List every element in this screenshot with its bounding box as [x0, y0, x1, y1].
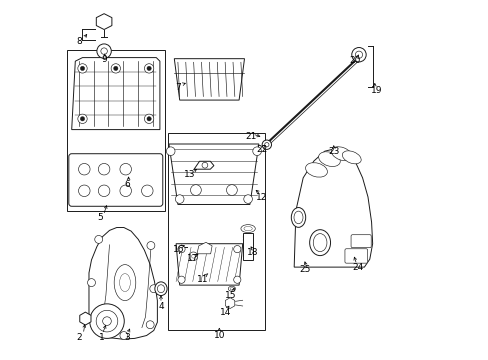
Circle shape	[141, 185, 153, 197]
Circle shape	[98, 163, 110, 175]
Circle shape	[95, 235, 102, 243]
Circle shape	[149, 285, 158, 293]
Polygon shape	[294, 148, 372, 267]
Ellipse shape	[291, 207, 305, 228]
FancyBboxPatch shape	[350, 235, 370, 248]
Text: 20: 20	[349, 56, 360, 65]
Circle shape	[79, 163, 90, 175]
Text: 2: 2	[77, 333, 82, 342]
Circle shape	[175, 195, 183, 203]
Polygon shape	[197, 242, 212, 254]
Circle shape	[98, 185, 110, 197]
Circle shape	[113, 66, 118, 71]
Text: 11: 11	[197, 274, 208, 284]
Circle shape	[146, 242, 155, 249]
Ellipse shape	[228, 286, 235, 291]
Text: 8: 8	[77, 37, 82, 46]
Text: 4: 4	[158, 302, 163, 311]
Circle shape	[111, 64, 120, 73]
Text: 17: 17	[186, 254, 198, 263]
Circle shape	[233, 276, 241, 283]
Circle shape	[93, 321, 101, 329]
Circle shape	[190, 185, 201, 195]
Circle shape	[120, 185, 131, 197]
Polygon shape	[225, 298, 234, 309]
Text: 5: 5	[97, 213, 102, 222]
Circle shape	[120, 332, 127, 339]
Text: 24: 24	[351, 263, 363, 271]
Text: 19: 19	[370, 86, 382, 95]
Text: 23: 23	[327, 148, 339, 156]
Circle shape	[233, 246, 241, 253]
Circle shape	[226, 185, 237, 195]
Ellipse shape	[331, 147, 351, 161]
Text: 6: 6	[124, 180, 130, 189]
Circle shape	[144, 114, 153, 123]
Text: 21: 21	[245, 132, 256, 140]
Polygon shape	[72, 58, 160, 130]
Polygon shape	[174, 59, 244, 100]
Circle shape	[189, 252, 197, 261]
Circle shape	[178, 276, 185, 283]
Circle shape	[101, 48, 107, 54]
Circle shape	[178, 246, 185, 253]
Circle shape	[87, 279, 95, 287]
Text: 3: 3	[124, 333, 130, 342]
Circle shape	[89, 304, 124, 338]
Bar	[243, 233, 253, 260]
Circle shape	[146, 321, 154, 329]
Circle shape	[102, 317, 111, 325]
Text: 25: 25	[299, 265, 310, 274]
Polygon shape	[194, 161, 213, 169]
Ellipse shape	[241, 225, 255, 233]
Text: 7: 7	[175, 83, 181, 91]
Polygon shape	[80, 312, 91, 325]
Circle shape	[146, 117, 151, 121]
Circle shape	[96, 310, 118, 332]
Ellipse shape	[155, 282, 167, 296]
Circle shape	[79, 185, 90, 197]
Text: 14: 14	[220, 308, 231, 317]
Circle shape	[78, 114, 87, 123]
Text: 13: 13	[183, 170, 195, 179]
Circle shape	[252, 147, 261, 156]
FancyBboxPatch shape	[69, 154, 163, 206]
Ellipse shape	[342, 151, 361, 164]
Text: 22: 22	[256, 145, 267, 154]
Text: 12: 12	[256, 193, 267, 202]
Text: 15: 15	[224, 292, 236, 300]
Circle shape	[146, 66, 151, 71]
Ellipse shape	[114, 265, 136, 301]
Ellipse shape	[318, 152, 340, 166]
Circle shape	[166, 147, 175, 156]
Circle shape	[144, 64, 153, 73]
Ellipse shape	[305, 163, 327, 177]
Circle shape	[262, 140, 271, 149]
Text: 1: 1	[99, 333, 105, 342]
Ellipse shape	[309, 230, 330, 256]
Circle shape	[97, 44, 111, 58]
Polygon shape	[96, 14, 112, 30]
Circle shape	[202, 162, 207, 168]
Circle shape	[351, 48, 366, 62]
Bar	[168, 133, 264, 330]
Circle shape	[80, 117, 84, 121]
FancyBboxPatch shape	[344, 249, 367, 263]
Circle shape	[80, 66, 84, 71]
Polygon shape	[168, 144, 258, 204]
Circle shape	[120, 163, 131, 175]
Polygon shape	[89, 228, 157, 339]
Text: 16: 16	[173, 245, 184, 253]
Polygon shape	[176, 244, 242, 285]
Text: 9: 9	[101, 55, 107, 64]
Bar	[67, 50, 164, 211]
Text: 10: 10	[213, 331, 224, 340]
Text: 18: 18	[246, 248, 258, 257]
Circle shape	[244, 195, 252, 203]
Circle shape	[78, 64, 87, 73]
